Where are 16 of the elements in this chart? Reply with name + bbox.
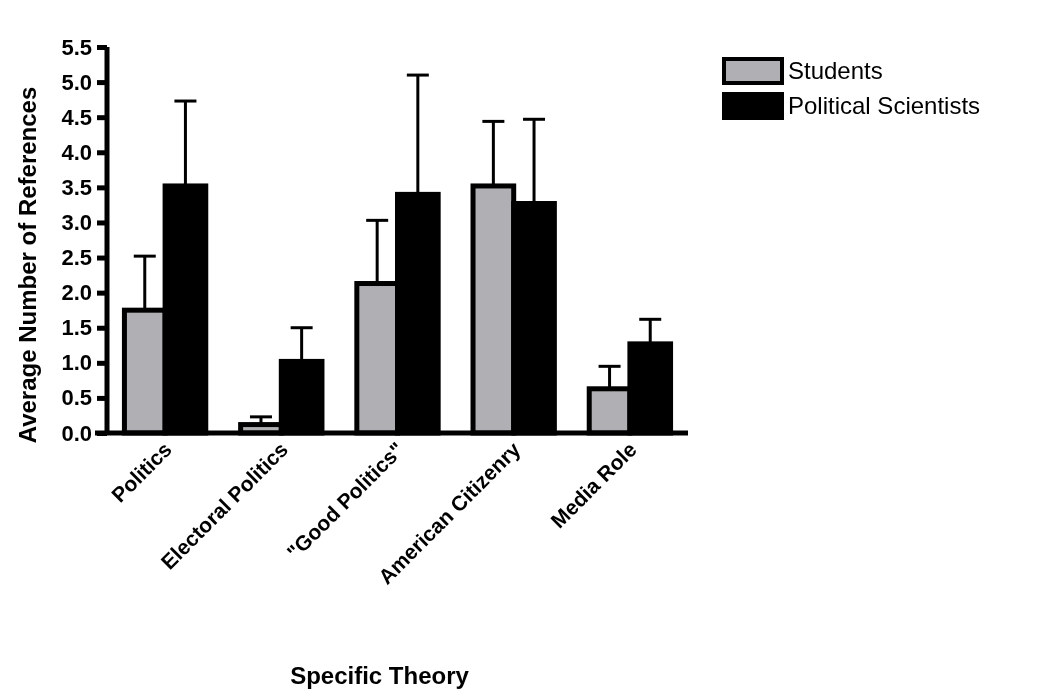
y-tick-label: 1.5	[61, 315, 92, 341]
x-axis-title: Specific Theory	[290, 662, 470, 689]
y-tick-label: 3.0	[61, 209, 92, 235]
y-axis-title: Average Number of References	[14, 86, 41, 444]
y-tick-label: 2.5	[61, 245, 92, 271]
y-tick-label: 0.0	[61, 420, 92, 446]
legend-label: Students	[788, 57, 883, 84]
y-tick-label: 0.5	[61, 385, 92, 411]
y-tick-label: 5.0	[61, 69, 92, 95]
y-tick-label: 5.5	[61, 34, 92, 60]
y-tick-label: 4.5	[61, 104, 92, 130]
y-tick-label: 3.5	[61, 174, 92, 200]
y-tick-label: 4.0	[61, 139, 92, 165]
legend-label: Political Scientists	[788, 92, 981, 119]
y-tick-label: 2.0	[61, 280, 92, 306]
y-tick-label: 1.0	[61, 350, 92, 376]
